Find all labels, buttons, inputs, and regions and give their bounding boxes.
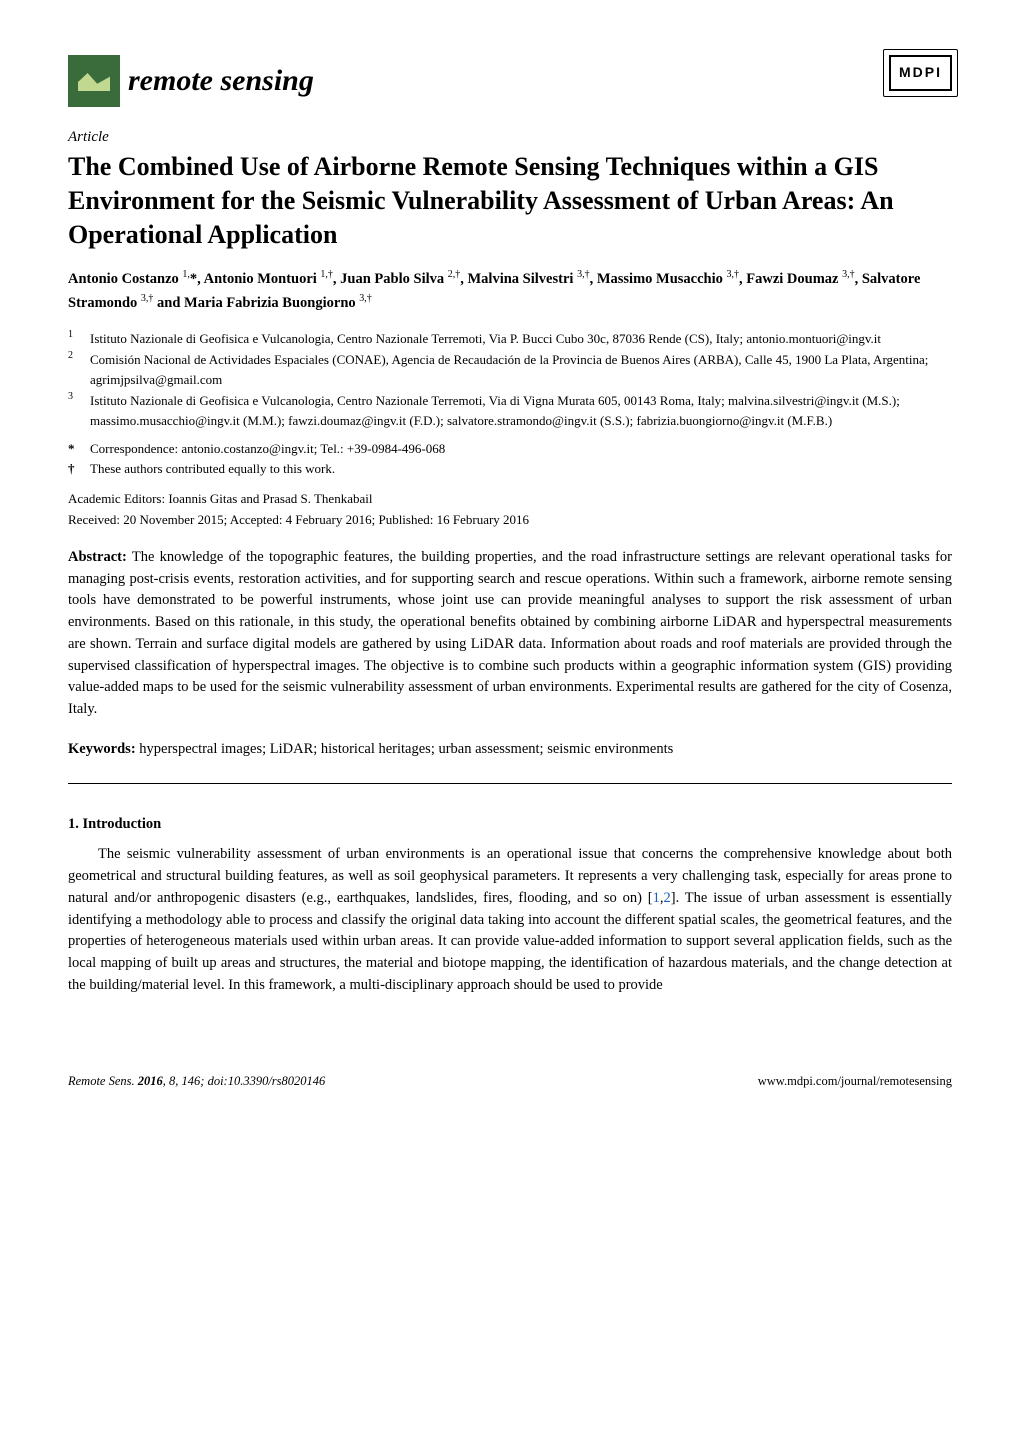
affiliation-text: Istituto Nazionale di Geofisica e Vulcan… [90, 391, 952, 430]
article-dates: Received: 20 November 2015; Accepted: 4 … [68, 511, 952, 529]
correspondence-text: Correspondence: antonio.costanzo@ingv.it… [90, 440, 445, 458]
journal-name: remote sensing [128, 60, 314, 102]
academic-editors: Academic Editors: Ioannis Gitas and Pras… [68, 490, 952, 508]
publisher-logo-icon: MDPI [889, 55, 952, 91]
footer-journal-ref: Remote Sens. 2016, 8, 146; doi:10.3390/r… [68, 1074, 325, 1088]
section-divider [68, 783, 952, 784]
correspondence-marker: * [68, 440, 80, 458]
footer-url: www.mdpi.com/journal/remotesensing [758, 1073, 952, 1091]
keywords-text: hyperspectral images; LiDAR; historical … [136, 741, 674, 757]
contribution-marker: † [68, 460, 80, 478]
affiliation-number: 3 [68, 389, 80, 428]
affiliation-text: Istituto Nazionale di Geofisica e Vulcan… [90, 329, 952, 349]
affiliation-number: 1 [68, 327, 80, 347]
abstract-text: The knowledge of the topographic feature… [68, 549, 952, 717]
keywords: Keywords: hyperspectral images; LiDAR; h… [68, 739, 952, 759]
section-heading: 1. Introduction [68, 814, 952, 834]
authors-list: Antonio Costanzo 1,*, Antonio Montuori 1… [68, 267, 952, 314]
journal-logo-icon [68, 55, 120, 107]
correspondence: * Correspondence: antonio.costanzo@ingv.… [68, 440, 952, 458]
abstract: Abstract: The knowledge of the topograph… [68, 547, 952, 721]
affiliation-number: 2 [68, 348, 80, 387]
page-footer: Remote Sens. 2016, 8, 146; doi:10.3390/r… [68, 1067, 952, 1091]
affiliations: 1 Istituto Nazionale di Geofisica e Vulc… [68, 329, 952, 431]
page-header: remote sensing MDPI [68, 55, 952, 107]
article-title: The Combined Use of Airborne Remote Sens… [68, 150, 952, 251]
contribution-text: These authors contributed equally to thi… [90, 460, 335, 478]
abstract-label: Abstract: [68, 549, 127, 565]
journal-brand: remote sensing [68, 55, 314, 107]
affiliation-item: 3 Istituto Nazionale di Geofisica e Vulc… [68, 391, 952, 430]
affiliation-item: 1 Istituto Nazionale di Geofisica e Vulc… [68, 329, 952, 349]
body-paragraph: The seismic vulnerability assessment of … [68, 844, 952, 996]
contribution-note: † These authors contributed equally to t… [68, 460, 952, 478]
affiliation-text: Comisión Nacional de Actividades Espacia… [90, 350, 952, 389]
affiliation-item: 2 Comisión Nacional de Actividades Espac… [68, 350, 952, 389]
keywords-label: Keywords: [68, 741, 136, 757]
article-type: Article [68, 127, 952, 148]
footer-citation: Remote Sens. 2016, 8, 146; doi:10.3390/r… [68, 1073, 325, 1091]
